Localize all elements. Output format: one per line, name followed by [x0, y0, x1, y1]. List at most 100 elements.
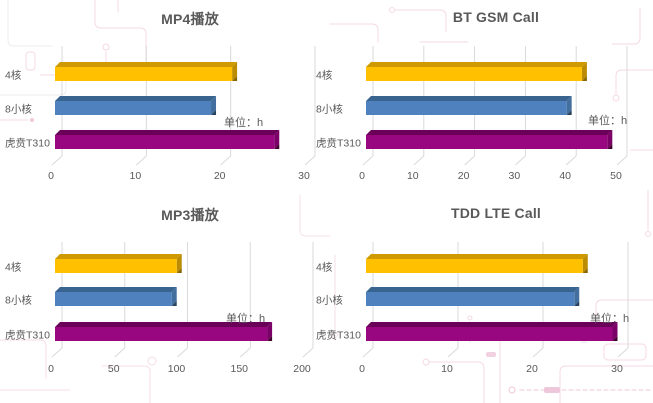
axis-tick-connector	[515, 155, 526, 166]
x-tick-label: 100	[167, 363, 186, 375]
bar-end-face-4core	[581, 62, 587, 81]
bar-corner-shadow-4core	[232, 76, 238, 81]
chart-panel-2	[51, 242, 314, 358]
unit-label: 单位：h	[226, 313, 266, 325]
bar-4core	[366, 259, 583, 273]
category-label-t310: 虎贲T310	[316, 329, 361, 342]
axis-tick-connector	[413, 155, 425, 166]
bar-end-face-t310	[267, 322, 273, 341]
bar-top-face-4core	[55, 254, 182, 259]
bar-top-face-t310	[366, 130, 613, 135]
bar-corner-shadow-t310	[274, 144, 280, 149]
axis-tick-connector	[532, 347, 544, 358]
chart-panel-3	[362, 242, 629, 358]
chart-panel-1	[362, 46, 628, 166]
axis-tick-connector	[114, 347, 126, 358]
x-tick-label: 150	[230, 363, 249, 375]
axis-tick-connector	[51, 155, 63, 166]
x-tick-label: 10	[441, 363, 453, 375]
x-tick-label: 0	[359, 170, 365, 182]
axis-tick-connector	[177, 347, 188, 358]
category-label-t310: 虎贲T310	[316, 137, 361, 150]
x-tick-label: 30	[298, 170, 310, 182]
axis-tick-connector	[220, 155, 232, 166]
bar-top-face-t310	[55, 130, 280, 135]
bar-end-face-4core	[232, 62, 238, 81]
bar-corner-shadow-8core	[211, 110, 217, 115]
bar-top-face-8core	[366, 96, 572, 101]
bar-end-face-t310	[607, 130, 613, 149]
bar-top-face-t310	[55, 322, 273, 327]
bar-end-face-8core	[566, 96, 572, 115]
x-tick-label: 200	[293, 363, 311, 375]
bar-8core	[55, 101, 212, 115]
unit-label: 单位：h	[588, 115, 628, 127]
category-label-t310: 虎贲T310	[5, 329, 50, 342]
category-label-4core: 4核	[316, 69, 333, 82]
category-label-4core: 4核	[316, 261, 333, 274]
axis-tick-connector	[362, 155, 374, 166]
bar-8core	[366, 101, 567, 115]
x-tick-label: 30	[611, 363, 623, 375]
bar-8core	[366, 292, 575, 306]
category-label-t310: 虎贲T310	[5, 137, 50, 150]
bar-end-face-4core	[176, 254, 182, 273]
bar-end-face-8core	[574, 287, 580, 306]
unit-label: 单位：h	[590, 313, 630, 325]
bar-t310	[55, 327, 268, 341]
bar-top-face-8core	[55, 287, 177, 292]
bar-top-face-4core	[366, 254, 588, 259]
axis-tick-connector	[447, 347, 459, 358]
bar-corner-shadow-4core	[582, 268, 588, 273]
axis-tick-connector	[302, 347, 314, 358]
axis-tick-connector	[51, 347, 63, 358]
axis-tick-connector	[464, 155, 475, 166]
x-tick-label: 0	[48, 363, 54, 375]
bar-t310	[366, 327, 613, 341]
axis-tick-connector	[565, 155, 577, 166]
bar-top-face-4core	[55, 62, 238, 67]
x-tick-label: 50	[610, 170, 622, 182]
bar-top-face-8core	[366, 287, 580, 292]
x-tick-label: 20	[213, 170, 226, 182]
bar-corner-shadow-t310	[267, 336, 273, 341]
axis-tick-connector	[239, 347, 251, 358]
bar-end-face-8core	[171, 287, 177, 306]
bar-t310	[366, 135, 608, 149]
bar-t310	[55, 135, 275, 149]
bar-corner-shadow-t310	[607, 144, 613, 149]
bar-end-face-t310	[274, 130, 280, 149]
axis-tick-connector	[362, 347, 374, 358]
x-tick-label: 20	[457, 170, 470, 182]
bar-4core	[366, 67, 582, 81]
chart-title: BT GSM Call	[452, 9, 540, 25]
bar-corner-shadow-8core	[171, 301, 177, 306]
x-tick-label: 10	[129, 170, 142, 182]
x-tick-label: 40	[559, 170, 572, 182]
category-label-8core: 8小核	[5, 103, 32, 116]
category-label-8core: 8小核	[5, 294, 32, 307]
bar-top-face-4core	[366, 62, 587, 67]
axis-tick-connector	[616, 155, 628, 166]
x-tick-label: 30	[508, 170, 521, 182]
bar-4core	[55, 259, 177, 273]
bar-corner-shadow-4core	[581, 76, 587, 81]
bar-8core	[55, 292, 172, 306]
category-label-4core: 4核	[5, 261, 22, 274]
axis-tick-connector	[304, 155, 316, 166]
bar-end-face-4core	[582, 254, 588, 273]
bar-corner-shadow-8core	[566, 110, 572, 115]
chart-title: TDD LTE Call	[450, 205, 542, 221]
category-label-8core: 8小核	[316, 103, 343, 116]
bar-end-face-8core	[211, 96, 217, 115]
bar-corner-shadow-4core	[176, 268, 182, 273]
x-tick-label: 0	[359, 363, 365, 375]
x-tick-label: 10	[406, 170, 419, 182]
axis-tick-connector	[135, 155, 147, 166]
bar-end-face-t310	[612, 322, 618, 341]
bar-corner-shadow-t310	[612, 336, 618, 341]
x-tick-label: 50	[107, 363, 120, 375]
category-label-4core: 4核	[5, 69, 22, 82]
